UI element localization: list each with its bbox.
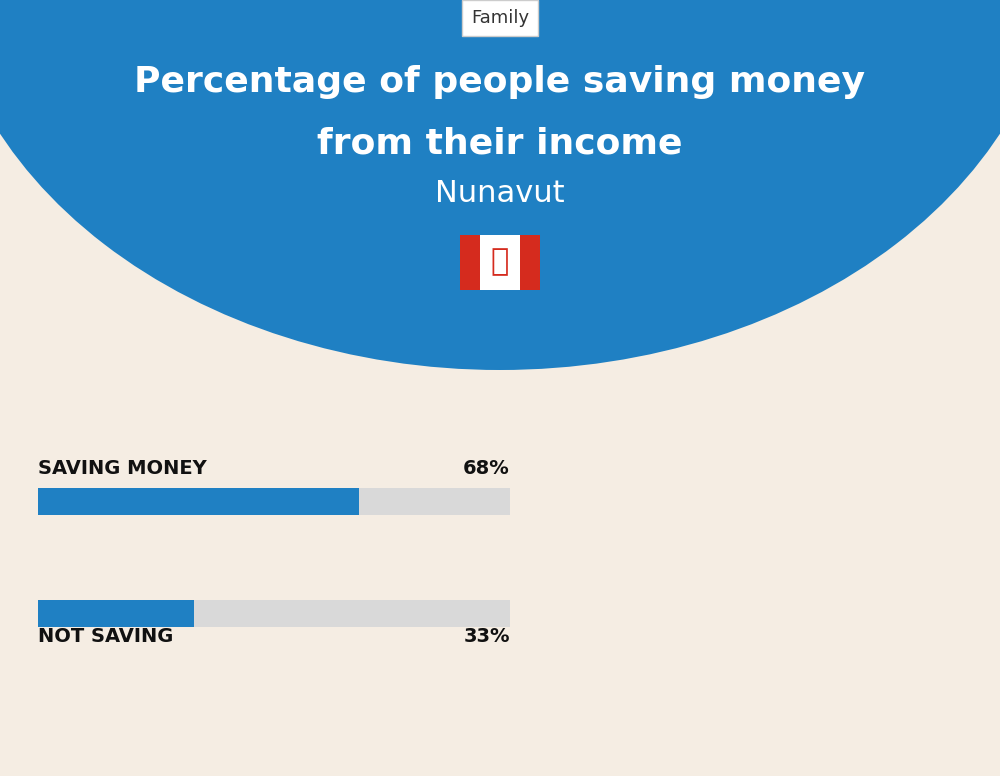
Text: NOT SAVING: NOT SAVING <box>38 626 173 646</box>
Text: Nunavut: Nunavut <box>435 178 565 207</box>
Text: SAVING MONEY: SAVING MONEY <box>38 459 207 477</box>
FancyBboxPatch shape <box>38 488 359 515</box>
FancyBboxPatch shape <box>460 234 480 289</box>
Text: Family: Family <box>471 9 529 27</box>
Text: 68%: 68% <box>463 459 510 477</box>
Text: 🍁: 🍁 <box>491 248 509 276</box>
FancyBboxPatch shape <box>520 234 540 289</box>
Text: Percentage of people saving money: Percentage of people saving money <box>134 65 866 99</box>
FancyBboxPatch shape <box>38 488 510 515</box>
FancyBboxPatch shape <box>38 600 194 627</box>
FancyBboxPatch shape <box>460 234 540 289</box>
Text: from their income: from their income <box>317 126 683 160</box>
Ellipse shape <box>0 0 1000 370</box>
FancyBboxPatch shape <box>38 600 510 627</box>
Text: 33%: 33% <box>464 626 510 646</box>
